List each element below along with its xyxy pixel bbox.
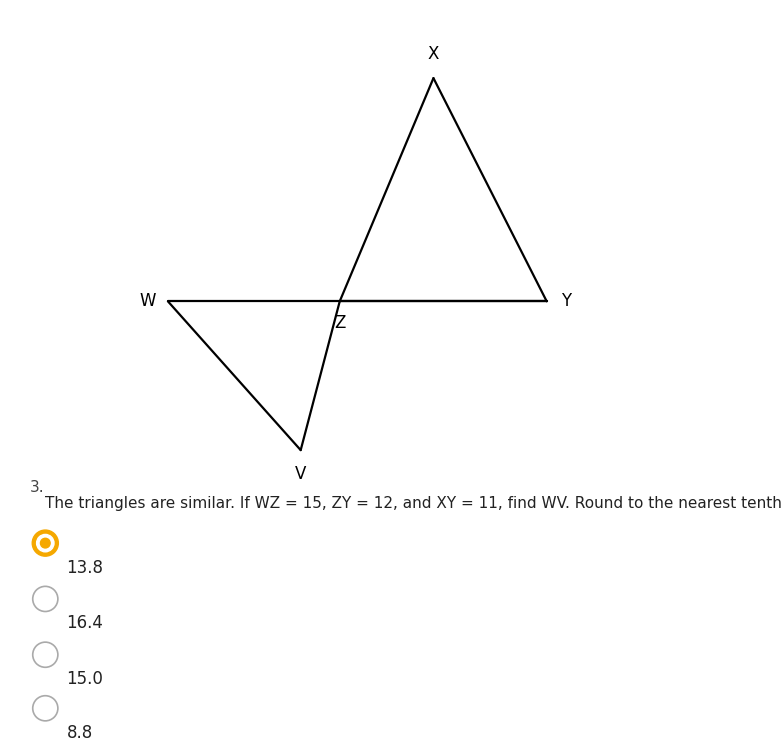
Ellipse shape — [37, 534, 54, 552]
Text: W: W — [140, 292, 156, 310]
Text: 15.0: 15.0 — [66, 670, 103, 688]
Text: 3.: 3. — [30, 480, 45, 495]
Text: 8.8: 8.8 — [66, 724, 93, 742]
Text: 13.8: 13.8 — [66, 559, 104, 577]
Text: X: X — [428, 45, 439, 63]
Text: Z: Z — [334, 314, 345, 332]
Text: The triangles are similar. If WZ = 15, ZY = 12, and XY = 11, find WV. Round to t: The triangles are similar. If WZ = 15, Z… — [45, 496, 781, 511]
Text: V: V — [295, 465, 306, 483]
Text: 16.4: 16.4 — [66, 615, 103, 632]
Ellipse shape — [32, 530, 59, 557]
Ellipse shape — [41, 538, 50, 548]
Text: Y: Y — [561, 292, 571, 310]
